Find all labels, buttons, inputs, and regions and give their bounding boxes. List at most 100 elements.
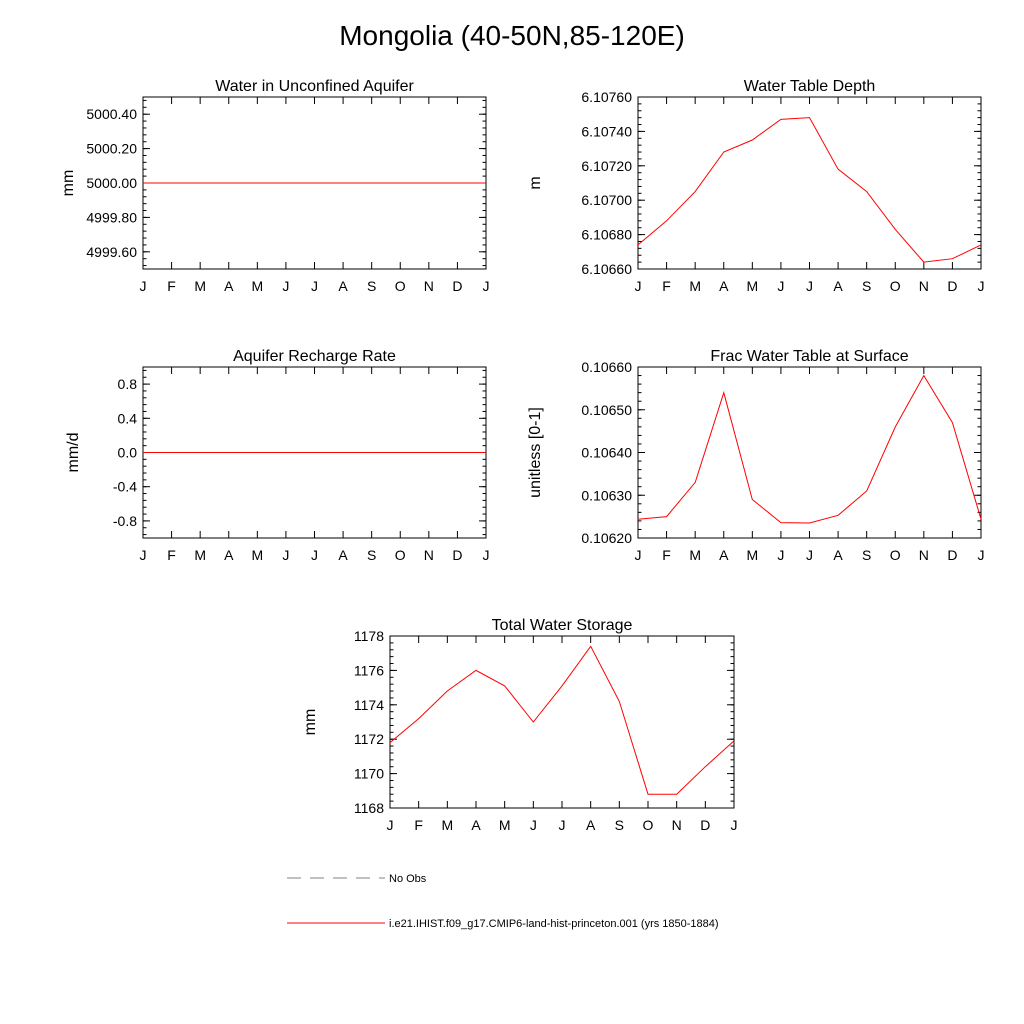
x-tick-label: J [559, 817, 566, 833]
x-tick-label: S [367, 278, 376, 294]
x-tick-label: J [806, 547, 813, 563]
y-tick-label: 6.10660 [581, 261, 632, 277]
x-tick-label: D [947, 547, 957, 563]
x-tick-label: M [746, 547, 758, 563]
x-tick-label: M [194, 278, 206, 294]
x-tick-label: A [338, 278, 348, 294]
plot-frame [389, 635, 735, 809]
y-tick-label: -0.4 [113, 479, 137, 495]
y-tick-label: 0.10630 [581, 487, 632, 503]
x-tick-label: M [689, 547, 701, 563]
x-tick-label: F [662, 547, 671, 563]
x-tick-label: J [387, 817, 394, 833]
series-line [389, 645, 735, 795]
x-tick-label: A [719, 547, 729, 563]
x-tick-label: O [890, 547, 901, 563]
chart-title: Aquifer Recharge Rate [233, 348, 396, 365]
x-tick-label: S [367, 547, 376, 563]
y-tick-label: 0.0 [118, 445, 138, 461]
chart-aquifer-recharge-rate: Aquifer Recharge Rate J F M A M J J A S O N D J -0.8 -0… [65, 348, 490, 563]
chart-frac-water-table-surface: Frac Water Table at Surface J F M A M J J A S O N D J… [527, 348, 985, 563]
x-tick-label: D [947, 278, 957, 294]
chart-title: Water in Unconfined Aquifer [215, 78, 414, 95]
x-tick-label: F [167, 278, 176, 294]
x-tick-label: D [452, 278, 462, 294]
x-tick-label: J [311, 278, 318, 294]
y-tick-label: 6.10740 [581, 123, 632, 139]
y-tick-label: 0.10620 [581, 530, 632, 546]
y-tick-label: 1168 [354, 800, 384, 816]
y-tick-label: 0.10640 [581, 445, 632, 461]
x-tick-label: N [919, 278, 929, 294]
x-tick-label: M [194, 547, 206, 563]
x-tick-label: N [424, 547, 434, 563]
x-tick-label: J [282, 547, 289, 563]
legend: No Obs i.e21.IHIST.f09_g17.CMIP6-land-hi… [287, 873, 719, 930]
x-tick-label: J [978, 278, 985, 294]
x-tick-label: M [499, 817, 511, 833]
x-tick-label: M [441, 817, 453, 833]
x-tick-label: O [643, 817, 654, 833]
y-tick-label: 5000.00 [86, 175, 137, 191]
x-tick-label: A [224, 278, 234, 294]
x-tick-label: J [731, 817, 738, 833]
legend-obs-label: No Obs [389, 873, 427, 885]
x-tick-label: D [452, 547, 462, 563]
x-tick-label: J [140, 278, 147, 294]
x-tick-label: O [890, 278, 901, 294]
y-tick-label: 0.10650 [581, 402, 632, 418]
y-axis-label: unitless [0-1] [527, 407, 544, 498]
x-tick-label: O [395, 547, 406, 563]
x-tick-label: J [806, 278, 813, 294]
x-tick-label: F [167, 547, 176, 563]
x-tick-label: N [424, 278, 434, 294]
y-axis-label: mm [302, 709, 319, 736]
y-tick-label: 6.10760 [581, 89, 632, 105]
x-tick-label: A [471, 817, 481, 833]
x-tick-label: S [615, 817, 624, 833]
plot-frame [637, 366, 982, 539]
series-line [637, 374, 982, 524]
x-tick-label: J [311, 547, 318, 563]
x-tick-label: N [919, 547, 929, 563]
x-tick-label: D [700, 817, 710, 833]
y-tick-label: 1176 [354, 662, 384, 678]
x-tick-label: J [777, 278, 784, 294]
x-tick-label: J [777, 547, 784, 563]
chart-title: Total Water Storage [492, 617, 633, 634]
y-tick-label: 6.10680 [581, 227, 632, 243]
x-tick-label: J [635, 547, 642, 563]
series-line [637, 117, 982, 263]
x-tick-label: A [833, 278, 843, 294]
x-tick-label: J [483, 278, 490, 294]
chart-water-unconfined-aquifer: Water in Unconfined Aquifer J F M A M J J A S O N D J… [60, 78, 490, 294]
legend-model-label: i.e21.IHIST.f09_g17.CMIP6-land-hist-prin… [389, 918, 719, 930]
x-tick-label: J [282, 278, 289, 294]
y-tick-label: 6.10700 [581, 192, 632, 208]
x-tick-label: J [978, 547, 985, 563]
y-axis-label: mm [60, 170, 77, 197]
x-tick-label: J [530, 817, 537, 833]
chart-title: Water Table Depth [744, 78, 876, 95]
y-tick-label: 1172 [354, 731, 384, 747]
x-tick-label: O [395, 278, 406, 294]
x-tick-label: S [862, 547, 871, 563]
x-tick-label: A [338, 547, 348, 563]
y-tick-label: 5000.20 [86, 141, 137, 157]
y-tick-label: 5000.40 [86, 106, 137, 122]
x-tick-label: F [414, 817, 423, 833]
y-tick-label: 1170 [354, 766, 384, 782]
y-tick-label: 1174 [354, 697, 384, 713]
y-tick-label: 0.8 [118, 376, 138, 392]
page-title: Mongolia (40-50N,85-120E) [339, 20, 685, 51]
x-tick-label: M [251, 278, 263, 294]
y-axis-label: mm/d [65, 433, 82, 473]
x-tick-label: M [251, 547, 263, 563]
x-tick-label: S [862, 278, 871, 294]
y-tick-label: 0.10660 [581, 359, 632, 375]
y-tick-label: 1178 [354, 628, 384, 644]
x-tick-label: A [224, 547, 234, 563]
